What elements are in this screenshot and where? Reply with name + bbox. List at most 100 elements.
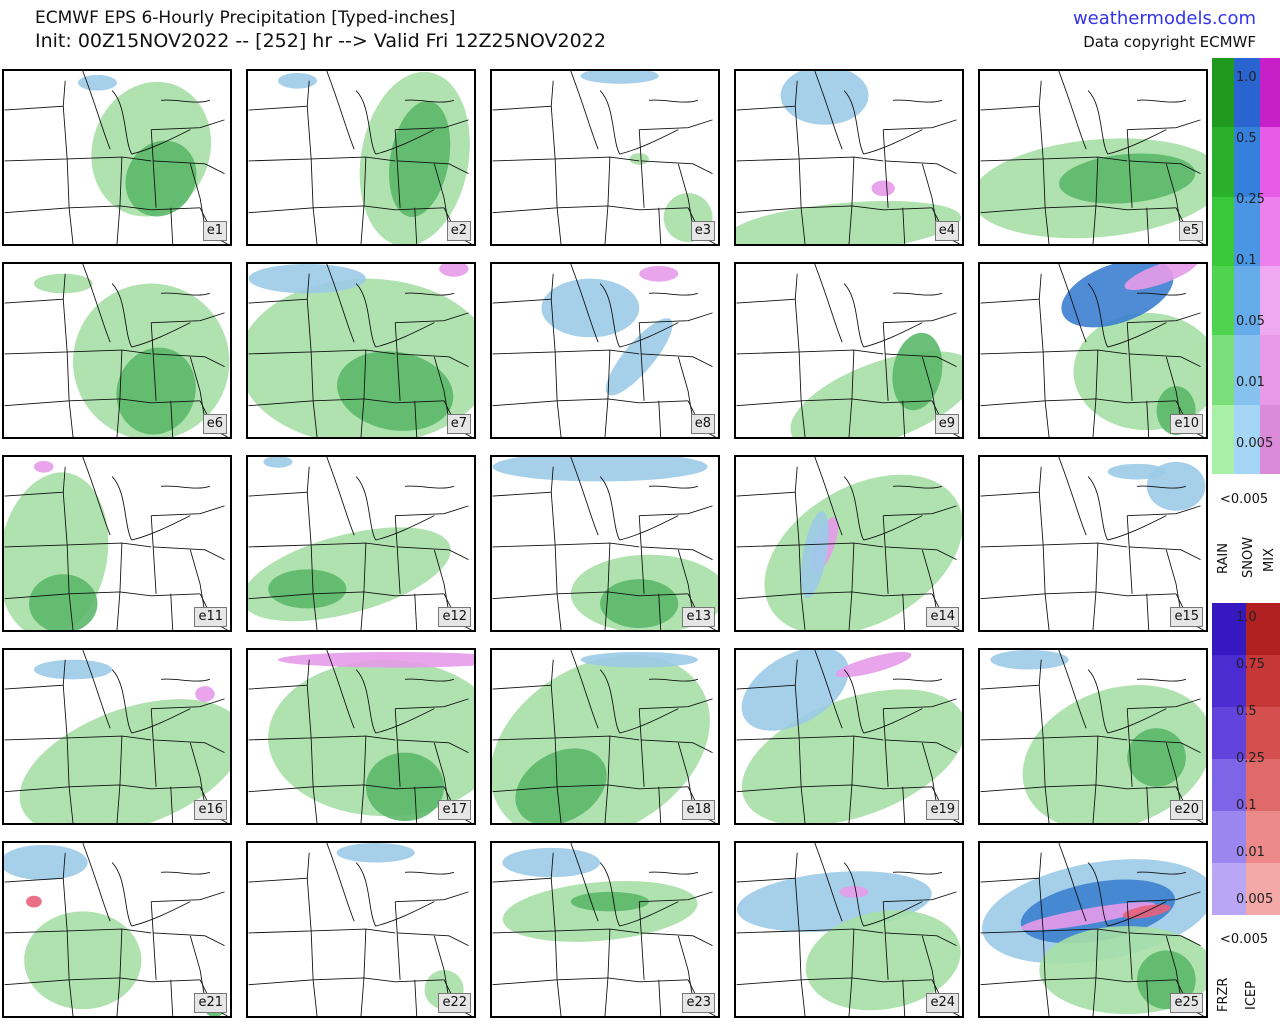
site-link[interactable]: weathermodels.com [1072,8,1256,29]
precip-area [33,273,93,294]
state-boundary [119,542,123,592]
state-boundary [604,205,609,244]
state-boundary [648,871,698,875]
state-boundary [1165,935,1182,1000]
state-boundary [492,273,554,304]
state-boundary [404,485,454,489]
state-boundary [311,349,396,355]
state-boundary [1129,739,1201,754]
legend-top-value: 0.5 [1236,131,1257,146]
legend-rain-label: RAIN [1216,543,1231,574]
state-boundary [395,891,469,903]
state-boundary [677,163,694,228]
state-boundary [355,476,377,541]
state-boundary [1058,264,1087,343]
state-boundary [1043,735,1128,741]
state-boundary [1136,99,1186,103]
state-boundary [394,129,401,208]
legend-swatch [1212,707,1246,759]
state-boundary [160,485,210,489]
state-boundary [1107,322,1167,348]
state-boundary [639,891,713,903]
state-boundary [414,979,418,1016]
state-boundary [885,546,957,561]
state-boundary [882,901,889,980]
precip-area [605,318,673,396]
legend-icep-label: ICEP [1244,981,1259,1010]
state-boundary [170,786,174,823]
state-boundary [604,977,609,1016]
state-boundary [248,273,310,304]
precip-area [365,752,445,822]
state-boundary [326,843,355,922]
state-boundary [843,283,865,348]
state-boundary [980,80,1042,111]
state-boundary [312,207,318,244]
member-label: e6 [202,414,227,434]
member-label: e23 [682,993,715,1013]
precip-area [1020,902,1156,931]
ensemble-panel-e7: e7 [246,262,476,439]
state-boundary [1129,160,1201,175]
state-boundary [116,205,121,244]
state-boundary [557,398,689,404]
state-boundary [570,264,599,343]
ensemble-panel-e8: e8 [490,262,720,439]
member-label: e12 [438,607,471,627]
legend-mix-column [1260,58,1280,474]
state-boundary [189,549,206,614]
state-boundary [313,398,445,404]
state-boundary [648,99,698,103]
state-boundary [150,129,157,208]
member-label: e7 [446,414,471,434]
legend-bottom-value: 0.25 [1236,751,1265,766]
state-boundary [736,273,798,304]
state-boundary [570,650,599,729]
legend-swatch [1246,863,1280,915]
state-boundary [111,283,133,348]
ensemble-panel-e3: e3 [490,69,720,246]
legend-swatch [1234,266,1260,336]
state-boundary [556,786,562,823]
state-boundary [736,466,798,497]
state-boundary [1107,708,1167,734]
state-boundary [397,546,469,561]
state-boundary [151,891,225,903]
state-boundary [312,979,318,1016]
state-boundary [863,322,923,348]
ensemble-panel-e15: e15 [978,455,1208,632]
precip-map [4,264,230,437]
state-boundary [131,708,191,734]
state-boundary [848,205,853,244]
state-boundary [375,901,435,927]
state-boundary [1045,784,1177,790]
precip-area [580,71,659,84]
state-boundary [570,71,599,150]
member-label: e5 [1178,221,1203,241]
state-boundary [1043,542,1128,548]
state-boundary [160,292,210,296]
state-boundary [843,669,865,734]
state-boundary [736,80,798,111]
state-boundary [69,591,201,597]
state-boundary [492,466,554,497]
legend-rain-column [1212,58,1234,474]
state-boundary [800,593,806,630]
state-boundary [1146,400,1150,437]
state-boundary [111,90,133,155]
precip-area [892,332,943,411]
state-boundary [980,273,1042,304]
legend-swatch [1212,266,1234,336]
legend-swatch [1212,404,1234,474]
state-boundary [69,784,201,790]
legend-swatch [1260,404,1280,474]
state-boundary [641,160,713,175]
state-boundary [4,106,68,162]
state-boundary [160,871,210,875]
state-boundary [557,784,689,790]
legend-swatch [1212,759,1246,811]
state-boundary [599,862,621,927]
precip-map [980,264,1206,437]
state-boundary [68,979,74,1016]
state-boundary [1092,977,1097,1016]
